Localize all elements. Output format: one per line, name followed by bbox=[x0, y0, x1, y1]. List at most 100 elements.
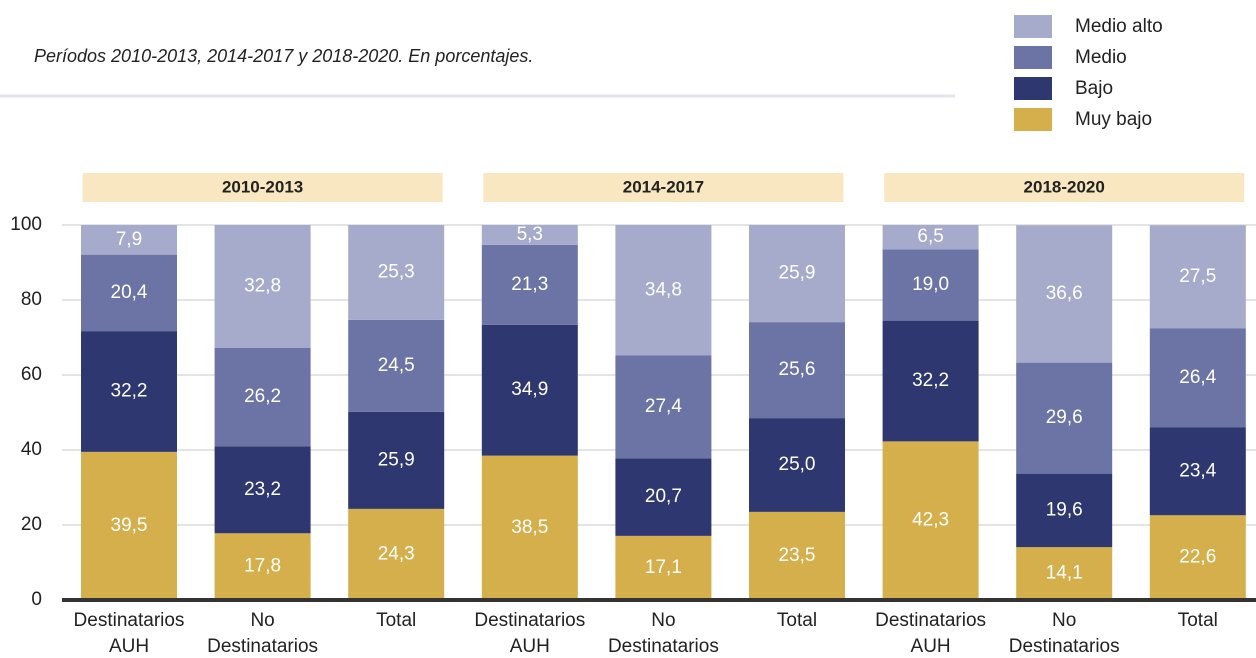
bar-segment bbox=[81, 225, 177, 255]
bar-segment bbox=[481, 324, 578, 456]
bar-segment bbox=[1149, 225, 1246, 329]
group-label: 2014-2017 bbox=[623, 177, 704, 196]
x-tick-label: Destinatarios AUH bbox=[875, 610, 987, 657]
bar-segment bbox=[882, 249, 979, 321]
bar-segment bbox=[615, 225, 712, 356]
value-label: 25,3 bbox=[378, 261, 415, 282]
value-label: 23,5 bbox=[779, 545, 816, 566]
bar-segment bbox=[615, 535, 712, 600]
x-tick-label: Total bbox=[1177, 610, 1218, 631]
bar-segment bbox=[1016, 473, 1113, 548]
bar-segment bbox=[348, 508, 445, 600]
legend-label: Medio alto bbox=[1075, 16, 1163, 37]
x-tick-label: Total bbox=[376, 610, 417, 631]
value-label: 19,6 bbox=[1046, 499, 1083, 520]
y-tick-label: 80 bbox=[21, 289, 42, 310]
y-tick-label: 60 bbox=[21, 364, 42, 385]
bar-segment bbox=[1149, 427, 1246, 516]
y-tick-label: 100 bbox=[10, 214, 42, 235]
value-label: 38,5 bbox=[511, 517, 548, 538]
bar-segment bbox=[749, 418, 845, 512]
value-label: 20,4 bbox=[111, 282, 148, 303]
bar-segment bbox=[214, 533, 311, 600]
bar-segment bbox=[481, 225, 578, 245]
value-label: 36,6 bbox=[1046, 283, 1083, 304]
group-header bbox=[82, 173, 443, 202]
legend-label: Bajo bbox=[1075, 78, 1113, 99]
bar-segment bbox=[81, 254, 177, 332]
value-label: 34,9 bbox=[511, 379, 548, 400]
bar-segment bbox=[615, 458, 712, 536]
y-tick-label: 40 bbox=[21, 439, 42, 460]
legend-swatch bbox=[1014, 46, 1052, 69]
x-tick-label: No Destinatarios bbox=[207, 610, 319, 657]
value-label: 32,8 bbox=[244, 276, 281, 297]
value-label: 26,4 bbox=[1179, 367, 1216, 388]
value-label: 7,9 bbox=[116, 229, 142, 250]
bar-segment bbox=[481, 244, 578, 325]
bar-segment bbox=[749, 511, 845, 600]
x-tick-label: Destinatarios AUH bbox=[73, 610, 185, 657]
value-label: 32,2 bbox=[912, 370, 949, 391]
value-label: 22,6 bbox=[1179, 547, 1216, 568]
value-label: 17,8 bbox=[244, 556, 281, 577]
bar-segment bbox=[481, 455, 578, 600]
bar-segment bbox=[1149, 328, 1246, 428]
bar-segment bbox=[882, 320, 979, 442]
group-label: 2010-2013 bbox=[222, 177, 303, 196]
value-label: 23,4 bbox=[1179, 460, 1216, 481]
legend-swatch bbox=[1014, 108, 1052, 131]
bar-segment bbox=[749, 322, 845, 419]
bar-segment bbox=[1149, 515, 1246, 600]
legend-label: Muy bajo bbox=[1075, 109, 1152, 130]
value-label: 24,3 bbox=[378, 543, 415, 564]
x-tick-label: Total bbox=[776, 610, 818, 631]
value-label: 25,9 bbox=[779, 263, 816, 284]
bar-segment bbox=[348, 411, 445, 509]
value-label: 23,2 bbox=[244, 479, 281, 500]
bar-segment bbox=[882, 225, 979, 250]
value-label: 32,2 bbox=[111, 381, 148, 402]
value-label: 20,7 bbox=[645, 486, 682, 507]
value-label: 21,3 bbox=[511, 274, 548, 295]
bar-segment bbox=[214, 446, 311, 534]
legend-label: Medio bbox=[1075, 47, 1127, 68]
value-label: 5,3 bbox=[517, 224, 543, 245]
value-label: 25,0 bbox=[779, 454, 816, 475]
bar-segment bbox=[81, 451, 177, 600]
value-label: 6,5 bbox=[917, 226, 943, 247]
subtitle: Períodos 2010-2013, 2014-2017 y 2018-202… bbox=[34, 46, 533, 66]
bar-segment bbox=[882, 441, 979, 600]
bar-segment bbox=[214, 225, 311, 348]
value-label: 25,9 bbox=[378, 449, 415, 470]
legend-swatch bbox=[1014, 15, 1052, 38]
value-label: 42,3 bbox=[912, 510, 949, 531]
bar-segment bbox=[1016, 362, 1113, 474]
value-label: 17,1 bbox=[645, 557, 682, 578]
x-tick-label: No Destinatarios bbox=[607, 610, 719, 657]
bar-segment bbox=[348, 319, 445, 412]
group-header bbox=[483, 173, 844, 202]
value-label: 25,6 bbox=[779, 359, 816, 380]
y-tick-label: 0 bbox=[31, 589, 42, 610]
bar-segment bbox=[615, 355, 712, 459]
value-label: 27,4 bbox=[645, 396, 682, 417]
value-label: 29,6 bbox=[1046, 407, 1083, 428]
bar-segment bbox=[81, 331, 177, 452]
group-label: 2018-2020 bbox=[1024, 177, 1105, 196]
x-tick-label: Destinatarios AUH bbox=[474, 610, 586, 657]
value-label: 34,8 bbox=[645, 279, 682, 300]
value-label: 24,5 bbox=[378, 355, 415, 376]
bar-segment bbox=[1016, 225, 1113, 363]
value-label: 26,2 bbox=[244, 386, 281, 407]
x-tick-label: No Destinatarios bbox=[1008, 610, 1120, 657]
value-label: 19,0 bbox=[912, 274, 949, 295]
value-label: 39,5 bbox=[111, 515, 148, 536]
value-label: 14,1 bbox=[1046, 563, 1083, 584]
bar-segment bbox=[214, 348, 311, 447]
legend-swatch bbox=[1014, 77, 1052, 100]
y-tick-label: 20 bbox=[21, 514, 42, 535]
value-label: 27,5 bbox=[1179, 266, 1216, 287]
